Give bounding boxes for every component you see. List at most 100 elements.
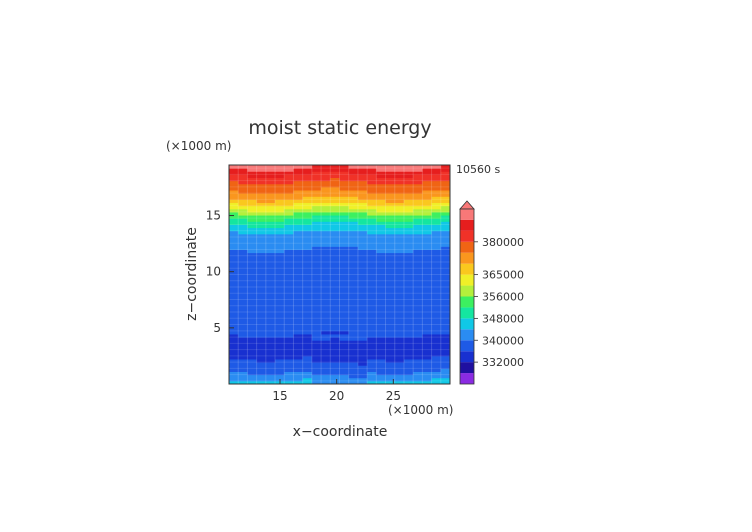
field-cell bbox=[376, 377, 387, 382]
field-cell bbox=[238, 377, 248, 382]
field-cell bbox=[238, 327, 248, 332]
field-cell bbox=[275, 349, 285, 354]
field-cell bbox=[238, 271, 248, 275]
field-cell bbox=[394, 249, 405, 254]
field-cell bbox=[275, 308, 285, 313]
field-cell bbox=[311, 227, 322, 232]
field-cell bbox=[376, 343, 387, 347]
field-cell bbox=[302, 243, 313, 247]
field-cell bbox=[403, 202, 414, 207]
field-cell bbox=[413, 190, 423, 194]
field-cell bbox=[321, 265, 331, 269]
field-cell bbox=[376, 290, 387, 294]
field-cell bbox=[376, 224, 387, 229]
field-cell bbox=[422, 358, 433, 363]
field-cell bbox=[367, 280, 377, 285]
field-cell bbox=[265, 246, 276, 250]
field-cell bbox=[348, 355, 359, 360]
field-cell bbox=[302, 318, 313, 322]
field-cell bbox=[265, 177, 276, 182]
field-cell bbox=[247, 243, 258, 247]
field-cell bbox=[339, 193, 350, 197]
field-cell bbox=[229, 211, 239, 216]
field-cell bbox=[348, 271, 359, 275]
field-cell bbox=[256, 324, 267, 329]
field-cell bbox=[284, 261, 294, 266]
field-cell bbox=[275, 293, 285, 297]
field-cell bbox=[413, 193, 423, 197]
field-cell bbox=[293, 308, 304, 313]
field-cell bbox=[247, 287, 258, 291]
field-cell bbox=[256, 296, 267, 301]
field-cell bbox=[357, 299, 368, 304]
field-cell bbox=[385, 315, 396, 319]
field-cell bbox=[265, 196, 276, 200]
field-cell bbox=[385, 362, 396, 366]
field-cell bbox=[256, 290, 267, 294]
field-cell bbox=[431, 236, 442, 241]
colorbar-label: 348000 bbox=[482, 312, 524, 325]
field-cell bbox=[357, 224, 368, 229]
field-cell bbox=[367, 265, 377, 269]
field-cell bbox=[275, 324, 285, 329]
field-cell bbox=[330, 296, 340, 301]
field-cell bbox=[422, 352, 433, 357]
field-cell bbox=[376, 211, 387, 216]
field-cell bbox=[431, 208, 442, 213]
field-cell bbox=[376, 186, 387, 191]
field-cell bbox=[385, 352, 396, 357]
field-cell bbox=[311, 268, 322, 272]
field-cell bbox=[394, 349, 405, 354]
field-cell bbox=[440, 186, 451, 191]
field-cell bbox=[339, 177, 350, 182]
field-cell bbox=[348, 333, 359, 338]
field-cell bbox=[311, 215, 322, 219]
field-cell bbox=[284, 377, 294, 382]
field-cell bbox=[247, 283, 258, 288]
field-cell bbox=[431, 205, 442, 210]
field-cell bbox=[265, 321, 276, 326]
field-cell bbox=[367, 193, 377, 197]
field-cell bbox=[385, 171, 396, 175]
field-cell bbox=[275, 337, 285, 341]
field-cell bbox=[431, 261, 442, 266]
field-cell bbox=[247, 371, 258, 376]
field-cell bbox=[302, 352, 313, 357]
field-cell bbox=[385, 365, 396, 369]
field-cell bbox=[367, 271, 377, 275]
field-cell bbox=[265, 280, 276, 285]
field-cell bbox=[376, 183, 387, 188]
field-cell bbox=[440, 208, 451, 213]
field-cell bbox=[293, 337, 304, 341]
field-cell bbox=[321, 186, 331, 191]
field-cell bbox=[238, 315, 248, 319]
field-cell bbox=[394, 380, 405, 385]
field-cell bbox=[385, 358, 396, 363]
field-cell bbox=[311, 283, 322, 288]
field-cell bbox=[394, 290, 405, 294]
field-cell bbox=[348, 324, 359, 329]
field-cell bbox=[265, 193, 276, 197]
field-cell bbox=[367, 312, 377, 316]
field-cell bbox=[321, 315, 331, 319]
y-axis-unit: (×1000 m) bbox=[166, 139, 231, 153]
field-cell bbox=[367, 246, 377, 250]
field-cell bbox=[284, 337, 294, 341]
field-cell bbox=[229, 180, 239, 185]
field-cell bbox=[275, 252, 285, 257]
field-cell bbox=[403, 177, 414, 182]
field-cell bbox=[357, 236, 368, 241]
field-cell bbox=[385, 305, 396, 310]
field-cell bbox=[440, 296, 451, 301]
field-cell bbox=[440, 271, 451, 275]
field-cell bbox=[238, 240, 248, 244]
field-cell bbox=[293, 230, 304, 235]
field-cell bbox=[422, 236, 433, 241]
field-cell bbox=[293, 274, 304, 279]
field-cell bbox=[275, 346, 285, 351]
field-cell bbox=[256, 374, 267, 379]
field-cell bbox=[403, 268, 414, 272]
field-cell bbox=[367, 186, 377, 191]
field-cell bbox=[339, 371, 350, 376]
field-cell bbox=[256, 315, 267, 319]
